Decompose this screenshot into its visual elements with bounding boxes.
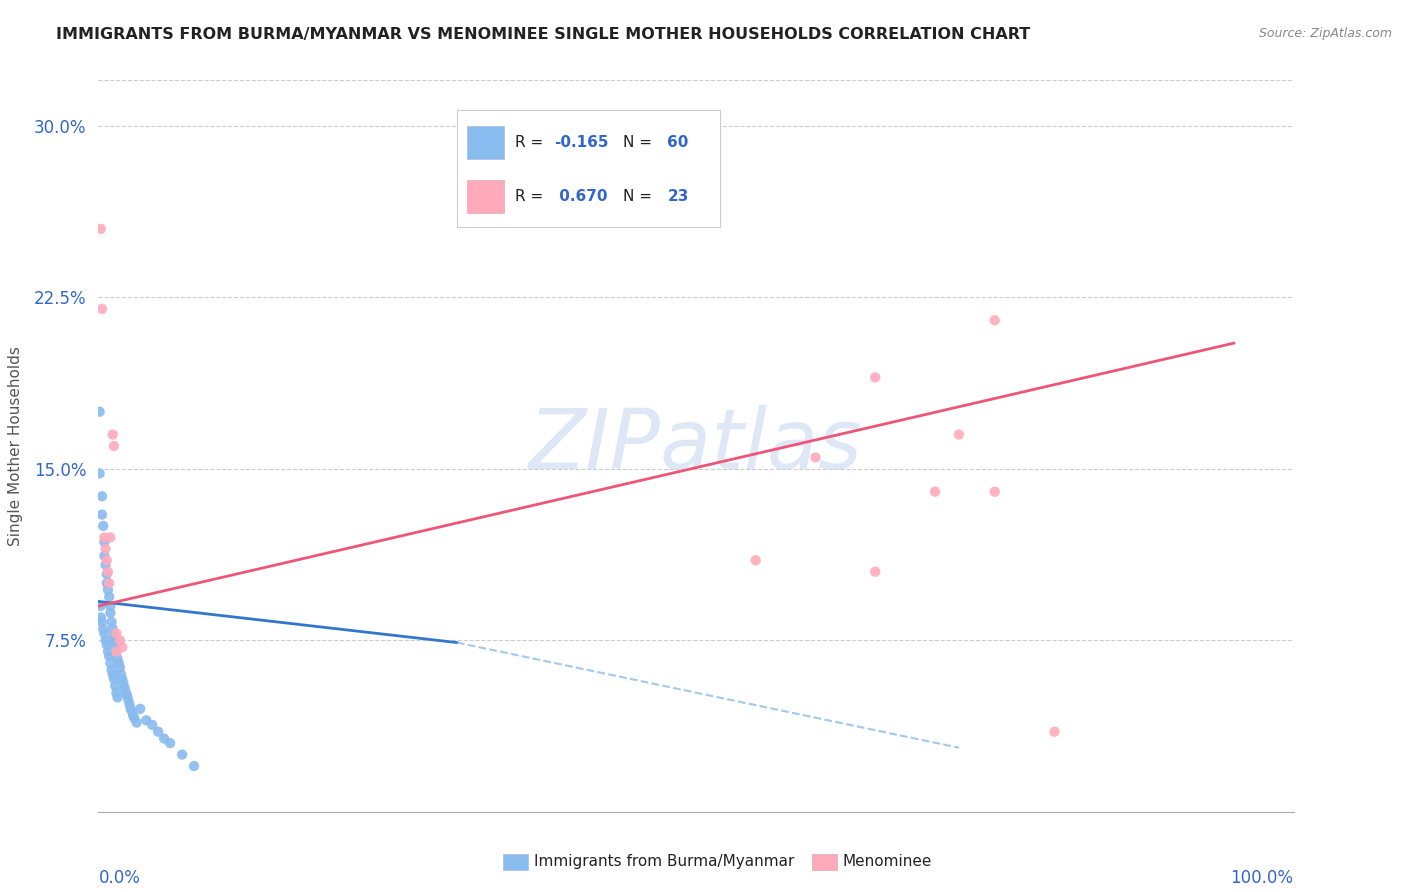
Point — [115, 688, 138, 702]
Point — [97, 565, 120, 579]
Point — [117, 692, 139, 706]
Point — [103, 439, 125, 453]
Text: Source: ZipAtlas.com: Source: ZipAtlas.com — [1258, 27, 1392, 40]
Point — [101, 427, 124, 442]
Point — [101, 622, 124, 636]
Point — [105, 626, 128, 640]
Point — [110, 667, 132, 681]
Point — [924, 484, 946, 499]
Point — [984, 313, 1007, 327]
Point — [183, 759, 205, 773]
Point — [111, 640, 134, 655]
Point — [105, 686, 128, 700]
Point — [91, 508, 114, 522]
Point — [105, 645, 128, 659]
Point — [111, 672, 134, 686]
Point — [103, 629, 125, 643]
Point — [101, 667, 124, 681]
Point — [107, 690, 129, 705]
Text: IMMIGRANTS FROM BURMA/MYANMAR VS MENOMINEE SINGLE MOTHER HOUSEHOLDS CORRELATION : IMMIGRANTS FROM BURMA/MYANMAR VS MENOMIN… — [56, 27, 1031, 42]
Point — [804, 450, 827, 465]
Point — [89, 405, 111, 419]
Point — [91, 301, 114, 316]
Point — [89, 467, 111, 481]
Point — [100, 615, 122, 629]
Point — [153, 731, 176, 746]
Text: ZIPatlas: ZIPatlas — [529, 406, 863, 486]
Point — [97, 645, 120, 659]
Point — [745, 553, 768, 567]
Point — [96, 638, 118, 652]
Point — [98, 590, 121, 604]
Point — [100, 663, 122, 677]
Point — [107, 651, 129, 665]
Point — [96, 567, 118, 582]
Point — [93, 549, 115, 563]
Point — [98, 606, 122, 620]
Point — [124, 711, 146, 725]
Point — [107, 656, 129, 670]
Point — [120, 702, 142, 716]
Point — [865, 565, 887, 579]
Point — [103, 672, 125, 686]
Y-axis label: Single Mother Households: Single Mother Households — [8, 346, 22, 546]
Point — [90, 610, 112, 624]
Point — [104, 679, 127, 693]
Point — [98, 599, 122, 613]
Point — [141, 718, 163, 732]
Point — [94, 633, 117, 648]
Point — [91, 615, 114, 629]
Point — [148, 724, 170, 739]
Point — [93, 535, 115, 549]
Point — [121, 704, 143, 718]
Point — [98, 649, 121, 664]
Point — [93, 626, 115, 640]
Point — [115, 686, 138, 700]
Point — [104, 638, 127, 652]
Point — [98, 576, 121, 591]
Point — [172, 747, 194, 762]
Point — [125, 715, 148, 730]
Point — [114, 681, 136, 696]
Point — [122, 708, 145, 723]
Point — [96, 553, 118, 567]
Text: Immigrants from Burma/Myanmar: Immigrants from Burma/Myanmar — [534, 855, 794, 869]
Point — [96, 576, 118, 591]
Point — [1043, 724, 1066, 739]
Point — [94, 541, 117, 556]
Text: Menominee: Menominee — [844, 855, 932, 869]
Point — [948, 427, 970, 442]
Point — [118, 698, 141, 712]
Point — [98, 530, 122, 544]
Point — [90, 599, 112, 613]
Point — [159, 736, 181, 750]
Point — [98, 656, 122, 670]
Text: 100.0%: 100.0% — [1230, 869, 1294, 887]
Point — [93, 530, 115, 544]
Point — [97, 582, 120, 597]
Point — [91, 489, 114, 503]
Point — [91, 622, 114, 636]
Point — [112, 676, 135, 690]
Point — [91, 519, 114, 533]
Point — [865, 370, 887, 384]
Point — [984, 484, 1007, 499]
Point — [108, 661, 131, 675]
Text: 0.0%: 0.0% — [98, 869, 141, 887]
Point — [103, 633, 125, 648]
Point — [90, 222, 112, 236]
Point — [94, 558, 117, 572]
Point — [105, 645, 128, 659]
Point — [129, 702, 152, 716]
Point — [135, 714, 157, 728]
Point — [108, 633, 131, 648]
